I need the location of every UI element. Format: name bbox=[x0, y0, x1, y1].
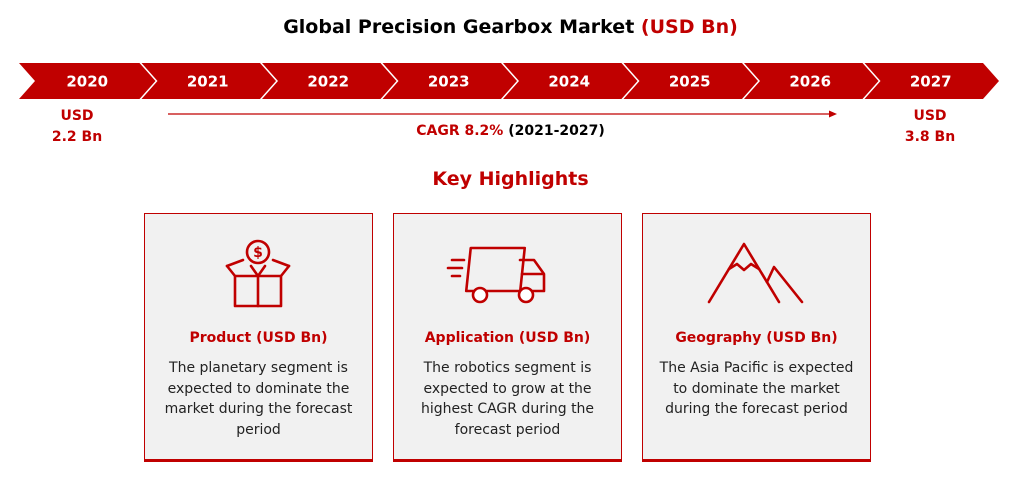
timeline-year-label: 2023 bbox=[428, 73, 470, 91]
highlight-card-application: Application (USD Bn) The robotics segmen… bbox=[393, 213, 622, 462]
cagr-arrow bbox=[168, 110, 837, 118]
highlight-card-geography: Geography (USD Bn) The Asia Pacific is e… bbox=[642, 213, 871, 462]
title-main: Global Precision Gearbox Market bbox=[283, 16, 635, 38]
key-highlights-heading: Key Highlights bbox=[432, 168, 589, 190]
start-currency: USD bbox=[60, 108, 94, 124]
timeline-segment-2023 bbox=[382, 63, 517, 99]
highlight-card-product: $ Product (USD Bn) The planetary segment… bbox=[144, 213, 373, 462]
chart-title: Global Precision Gearbox Market (USD Bn) bbox=[0, 16, 1021, 38]
end-currency: USD bbox=[913, 108, 947, 124]
timeline-segment-2021 bbox=[141, 63, 276, 99]
year-timeline: 2020 2021 2022 2023 2024 2025 2026 2027 bbox=[19, 63, 999, 99]
svg-text:$: $ bbox=[253, 245, 263, 261]
start-value: USD 2.2 Bn bbox=[32, 106, 122, 148]
card-title: Geography (USD Bn) bbox=[675, 330, 838, 346]
timeline-segment-2026 bbox=[744, 63, 879, 99]
card-title: Product (USD Bn) bbox=[189, 330, 328, 346]
timeline-year-label: 2024 bbox=[548, 73, 590, 91]
title-unit: (USD Bn) bbox=[640, 16, 738, 38]
timeline-year-label: 2025 bbox=[669, 73, 711, 91]
money-box-icon: $ bbox=[225, 239, 291, 308]
card-title: Application (USD Bn) bbox=[424, 330, 591, 346]
card-description: The robotics segment is expected to grow… bbox=[420, 360, 595, 438]
timeline-year-label: 2026 bbox=[789, 73, 831, 91]
timeline-segment-2024 bbox=[503, 63, 638, 99]
cagr-label: CAGR 8.2% bbox=[416, 123, 504, 139]
mountain-icon bbox=[707, 242, 804, 304]
cagr-arrow-head bbox=[829, 110, 837, 118]
card-description: The planetary segment is expected to dom… bbox=[164, 360, 353, 438]
cagr-period: (2021-2027) bbox=[508, 123, 605, 139]
timeline-segment-2025 bbox=[623, 63, 758, 99]
cagr-text: CAGR 8.2% (2021-2027) bbox=[0, 123, 1021, 139]
card-description: The Asia Pacific is expected to dominate… bbox=[659, 360, 854, 417]
timeline-segment-2022 bbox=[262, 63, 397, 99]
end-value: USD 3.8 Bn bbox=[885, 106, 975, 148]
timeline-year-label: 2021 bbox=[187, 73, 229, 91]
timeline-segment-2027 bbox=[864, 63, 999, 99]
timeline-year-label: 2020 bbox=[66, 73, 108, 91]
timeline-year-label: 2027 bbox=[910, 73, 952, 91]
timeline-segment-2020 bbox=[19, 63, 156, 99]
end-amount: 3.8 Bn bbox=[904, 129, 956, 145]
delivery-truck-icon bbox=[446, 246, 546, 304]
start-amount: 2.2 Bn bbox=[51, 129, 103, 145]
timeline-year-label: 2022 bbox=[307, 73, 349, 91]
